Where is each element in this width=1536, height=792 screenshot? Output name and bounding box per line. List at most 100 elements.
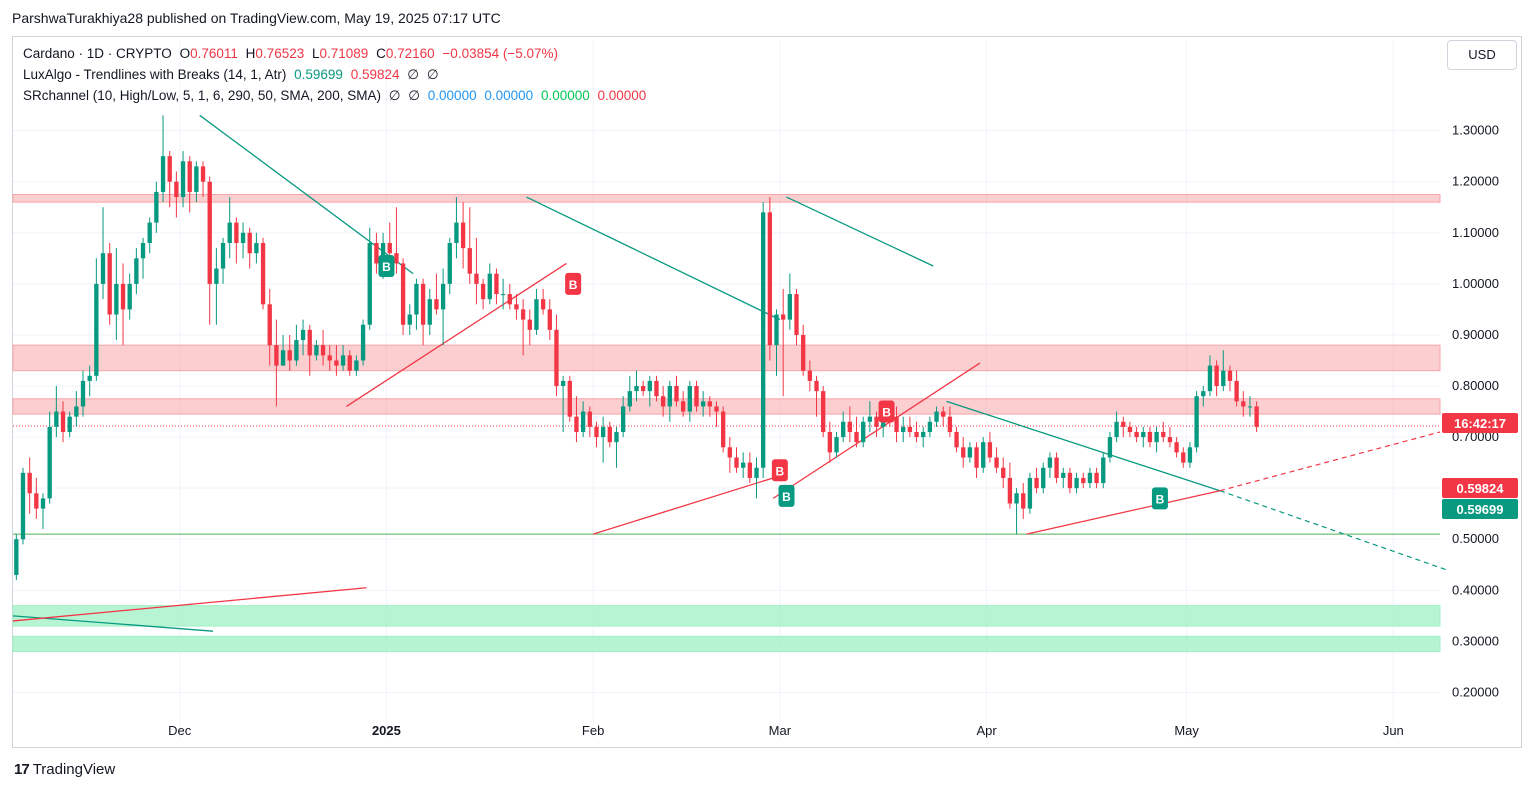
break-marker-box [378,254,395,277]
candle-body [307,329,312,356]
srchannel-name: SRchannel (10, High/Low, 5, 1, 6, 290, 5… [23,88,381,103]
candle-body [274,345,279,366]
break-marker-label: B [1156,492,1165,506]
candle-body [1067,472,1073,489]
candle-body [387,243,392,254]
legend-srchannel[interactable]: SRchannel (10, High/Low, 5, 1, 6, 290, 5… [23,88,650,104]
candle-body [714,406,719,412]
candle-body [854,431,859,443]
candle-body [74,406,79,417]
candle-body [434,299,439,310]
candle-body [194,166,199,192]
break-marker-label: B [776,464,785,478]
candle-body [720,411,726,448]
candle-body [514,304,519,310]
candle-body [254,243,259,254]
trendline [12,587,367,622]
candle-body [87,375,92,381]
legend-main[interactable]: Cardano · 1D · CRYPTO O0.76011 H0.76523 … [23,46,562,61]
candle-body [627,391,632,407]
price-axis-label-bg [1442,413,1518,433]
candle-body [260,243,266,305]
legend-symbol: Cardano · 1D · CRYPTO [23,46,172,61]
candle-body [907,426,913,432]
candle-body [1134,431,1139,438]
price-axis-label-text: 0.59699 [1457,502,1504,517]
candle-body [1234,380,1239,402]
currency-button[interactable]: USD [1447,40,1517,70]
candle-body [414,283,419,315]
srchannel-value-3: 0.00000 [540,88,590,103]
candle-body [674,386,679,402]
candle-body [247,232,252,254]
time-tick-label: Apr [976,723,997,738]
candle-body [660,396,666,407]
price-axis-label: 16:42:17 [1442,413,1518,433]
candle-body [620,406,626,432]
candle-body [407,314,412,325]
candle-body [814,380,819,392]
candle-body [1061,472,1066,478]
candle-body [774,314,779,346]
candle-body [267,304,272,346]
break-marker: B [771,459,788,482]
candle-body [1194,396,1199,448]
candle-body [320,345,326,356]
srchannel-na-2: ∅ [408,88,421,103]
tradingview-footer[interactable]: 17 TradingView [14,761,115,778]
candle-body [827,431,833,453]
time-tick-label: Jun [1383,723,1404,738]
trendline-projection [1219,431,1441,492]
candle-body [1141,431,1146,438]
break-marker-label: B [569,278,578,292]
srchannel-value-2: 0.00000 [484,88,534,103]
legend-luxalgo[interactable]: LuxAlgo - Trendlines with Breaks (14, 1,… [23,67,443,83]
time-tick-label: 2025 [372,723,401,738]
candle-body [220,243,226,269]
chart-frame [12,36,1522,748]
luxalgo-value-2: 0.59824 [350,67,400,82]
break-marker-label: B [882,406,891,420]
break-marker-box [878,400,895,423]
price-axis-label: 0.59824 [1442,478,1518,498]
candle-body [100,253,106,284]
resistance-zone [12,344,1441,372]
break-marker-box [778,484,795,507]
break-marker-label: B [782,490,791,504]
candle-body [47,426,52,499]
candle-body [27,472,32,494]
candle-body [447,243,452,284]
candle-body [527,319,532,330]
candle-body [747,462,753,478]
legend-change: −0.03854 (−5.07%) [442,46,559,61]
candle-body [354,360,359,371]
candle-body [174,181,179,198]
candle-body [347,355,352,371]
candle-body [1094,472,1099,484]
candle-body [687,386,692,412]
candle-body [634,386,639,392]
price-axis-label-text: 16:42:17 [1454,416,1506,431]
candle-body [147,222,152,244]
candle-body [694,386,699,407]
candle-body [794,294,799,335]
time-tick-label: May [1174,723,1199,738]
candle-body [54,411,59,427]
price-tick-label: 0.80000 [1452,378,1499,393]
candle-body [1034,477,1039,489]
price-axis-label-bg [1442,499,1518,519]
candle-body [40,498,46,509]
candle-body [454,222,459,244]
candle-body [967,447,973,458]
candle-body [1107,437,1113,458]
break-marker: B [778,484,795,507]
sr-zones [12,193,1441,653]
candle-body [460,222,466,249]
candle-body [947,416,953,432]
candle-body [327,355,332,361]
publisher-attribution: ParshwaTurakhiya28 published on TradingV… [12,10,501,26]
resistance-zone [12,398,1441,415]
candle-body [974,447,979,468]
